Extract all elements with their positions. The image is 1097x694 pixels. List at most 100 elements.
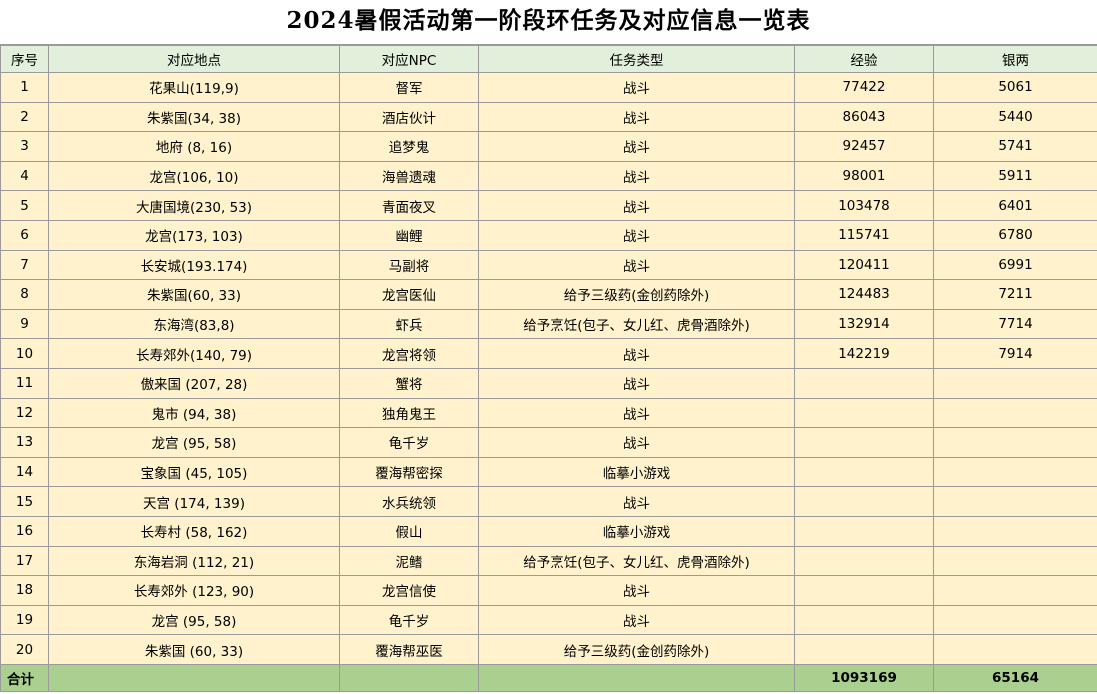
exp-cell[interactable]: [794, 397, 934, 429]
row-number[interactable]: 16: [0, 515, 49, 547]
npc-cell[interactable]: 泥鳍: [339, 545, 479, 577]
task-type-cell[interactable]: 战斗: [478, 101, 795, 133]
col-header-no[interactable]: 序号: [0, 45, 49, 73]
row-number[interactable]: 15: [0, 486, 49, 517]
total-label[interactable]: 合计: [0, 663, 49, 692]
row-number[interactable]: 14: [0, 456, 49, 488]
task-type-cell[interactable]: 临摹小游戏: [478, 515, 795, 547]
npc-cell[interactable]: 酒店伙计: [339, 101, 479, 133]
total-location-cell[interactable]: [48, 663, 340, 692]
silver-cell[interactable]: [933, 515, 1097, 547]
exp-cell[interactable]: [794, 456, 934, 488]
task-type-cell[interactable]: 战斗: [478, 131, 795, 162]
task-type-cell[interactable]: 战斗: [478, 575, 795, 606]
task-type-cell[interactable]: 战斗: [478, 249, 795, 281]
location-cell[interactable]: 龙宫 (95, 58): [48, 604, 340, 636]
silver-cell[interactable]: [933, 575, 1097, 606]
exp-cell[interactable]: 115741: [794, 219, 934, 251]
silver-cell[interactable]: [933, 397, 1097, 429]
npc-cell[interactable]: 水兵统领: [339, 486, 479, 517]
task-type-cell[interactable]: 战斗: [478, 604, 795, 636]
npc-cell[interactable]: 覆海帮巫医: [339, 634, 479, 665]
silver-cell[interactable]: 6401: [933, 190, 1097, 221]
silver-cell[interactable]: [933, 456, 1097, 488]
silver-cell[interactable]: 5741: [933, 131, 1097, 162]
npc-cell[interactable]: 龙宫信使: [339, 575, 479, 606]
row-number[interactable]: 7: [0, 249, 49, 281]
npc-cell[interactable]: 假山: [339, 515, 479, 547]
silver-cell[interactable]: 5440: [933, 101, 1097, 133]
location-cell[interactable]: 地府 (8, 16): [48, 131, 340, 162]
exp-cell[interactable]: [794, 604, 934, 636]
task-type-cell[interactable]: 给予烹饪(包子、女儿红、虎骨酒除外): [478, 308, 795, 340]
npc-cell[interactable]: 独角鬼王: [339, 397, 479, 429]
silver-cell[interactable]: 7914: [933, 338, 1097, 369]
exp-cell[interactable]: 92457: [794, 131, 934, 162]
npc-cell[interactable]: 督军: [339, 72, 479, 103]
location-cell[interactable]: 朱紫国(34, 38): [48, 101, 340, 133]
exp-cell[interactable]: 142219: [794, 338, 934, 369]
location-cell[interactable]: 长寿郊外 (123, 90): [48, 575, 340, 606]
npc-cell[interactable]: 龙宫医仙: [339, 279, 479, 310]
location-cell[interactable]: 长安城(193.174): [48, 249, 340, 281]
task-type-cell[interactable]: 战斗: [478, 219, 795, 251]
location-cell[interactable]: 龙宫(106, 10): [48, 160, 340, 192]
exp-cell[interactable]: 124483: [794, 279, 934, 310]
row-number[interactable]: 13: [0, 427, 49, 458]
total-exp[interactable]: 1093169: [794, 663, 934, 692]
silver-cell[interactable]: [933, 604, 1097, 636]
total-task-cell[interactable]: [478, 663, 795, 692]
location-cell[interactable]: 朱紫国 (60, 33): [48, 634, 340, 665]
task-type-cell[interactable]: 战斗: [478, 427, 795, 458]
col-header-exp[interactable]: 经验: [794, 45, 934, 73]
npc-cell[interactable]: 龟千岁: [339, 604, 479, 636]
silver-cell[interactable]: 6780: [933, 219, 1097, 251]
row-number[interactable]: 12: [0, 397, 49, 429]
exp-cell[interactable]: [794, 427, 934, 458]
row-number[interactable]: 4: [0, 160, 49, 192]
location-cell[interactable]: 傲来国 (207, 28): [48, 367, 340, 399]
location-cell[interactable]: 宝象国 (45, 105): [48, 456, 340, 488]
location-cell[interactable]: 东海岩洞 (112, 21): [48, 545, 340, 577]
npc-cell[interactable]: 青面夜叉: [339, 190, 479, 221]
row-number[interactable]: 17: [0, 545, 49, 577]
exp-cell[interactable]: 77422: [794, 72, 934, 103]
task-type-cell[interactable]: 给予三级药(金创药除外): [478, 279, 795, 310]
row-number[interactable]: 3: [0, 131, 49, 162]
task-type-cell[interactable]: 战斗: [478, 486, 795, 517]
silver-cell[interactable]: [933, 486, 1097, 517]
npc-cell[interactable]: 追梦鬼: [339, 131, 479, 162]
task-type-cell[interactable]: 战斗: [478, 338, 795, 369]
npc-cell[interactable]: 海兽遗魂: [339, 160, 479, 192]
location-cell[interactable]: 朱紫国(60, 33): [48, 279, 340, 310]
location-cell[interactable]: 长寿村 (58, 162): [48, 515, 340, 547]
exp-cell[interactable]: [794, 634, 934, 665]
task-type-cell[interactable]: 战斗: [478, 72, 795, 103]
location-cell[interactable]: 花果山(119,9): [48, 72, 340, 103]
npc-cell[interactable]: 蟹将: [339, 367, 479, 399]
row-number[interactable]: 10: [0, 338, 49, 369]
silver-cell[interactable]: [933, 634, 1097, 665]
npc-cell[interactable]: 覆海帮密探: [339, 456, 479, 488]
col-header-npc[interactable]: 对应NPC: [339, 45, 479, 73]
task-type-cell[interactable]: 战斗: [478, 160, 795, 192]
col-header-location[interactable]: 对应地点: [48, 45, 340, 73]
silver-cell[interactable]: 6991: [933, 249, 1097, 281]
task-type-cell[interactable]: 战斗: [478, 367, 795, 399]
silver-cell[interactable]: [933, 545, 1097, 577]
task-type-cell[interactable]: 临摹小游戏: [478, 456, 795, 488]
exp-cell[interactable]: [794, 486, 934, 517]
exp-cell[interactable]: 98001: [794, 160, 934, 192]
location-cell[interactable]: 东海湾(83,8): [48, 308, 340, 340]
exp-cell[interactable]: 86043: [794, 101, 934, 133]
location-cell[interactable]: 龙宫 (95, 58): [48, 427, 340, 458]
row-number[interactable]: 8: [0, 279, 49, 310]
exp-cell[interactable]: 132914: [794, 308, 934, 340]
exp-cell[interactable]: [794, 367, 934, 399]
row-number[interactable]: 20: [0, 634, 49, 665]
row-number[interactable]: 9: [0, 308, 49, 340]
task-type-cell[interactable]: 给予三级药(金创药除外): [478, 634, 795, 665]
row-number[interactable]: 19: [0, 604, 49, 636]
npc-cell[interactable]: 虾兵: [339, 308, 479, 340]
location-cell[interactable]: 龙宫(173, 103): [48, 219, 340, 251]
